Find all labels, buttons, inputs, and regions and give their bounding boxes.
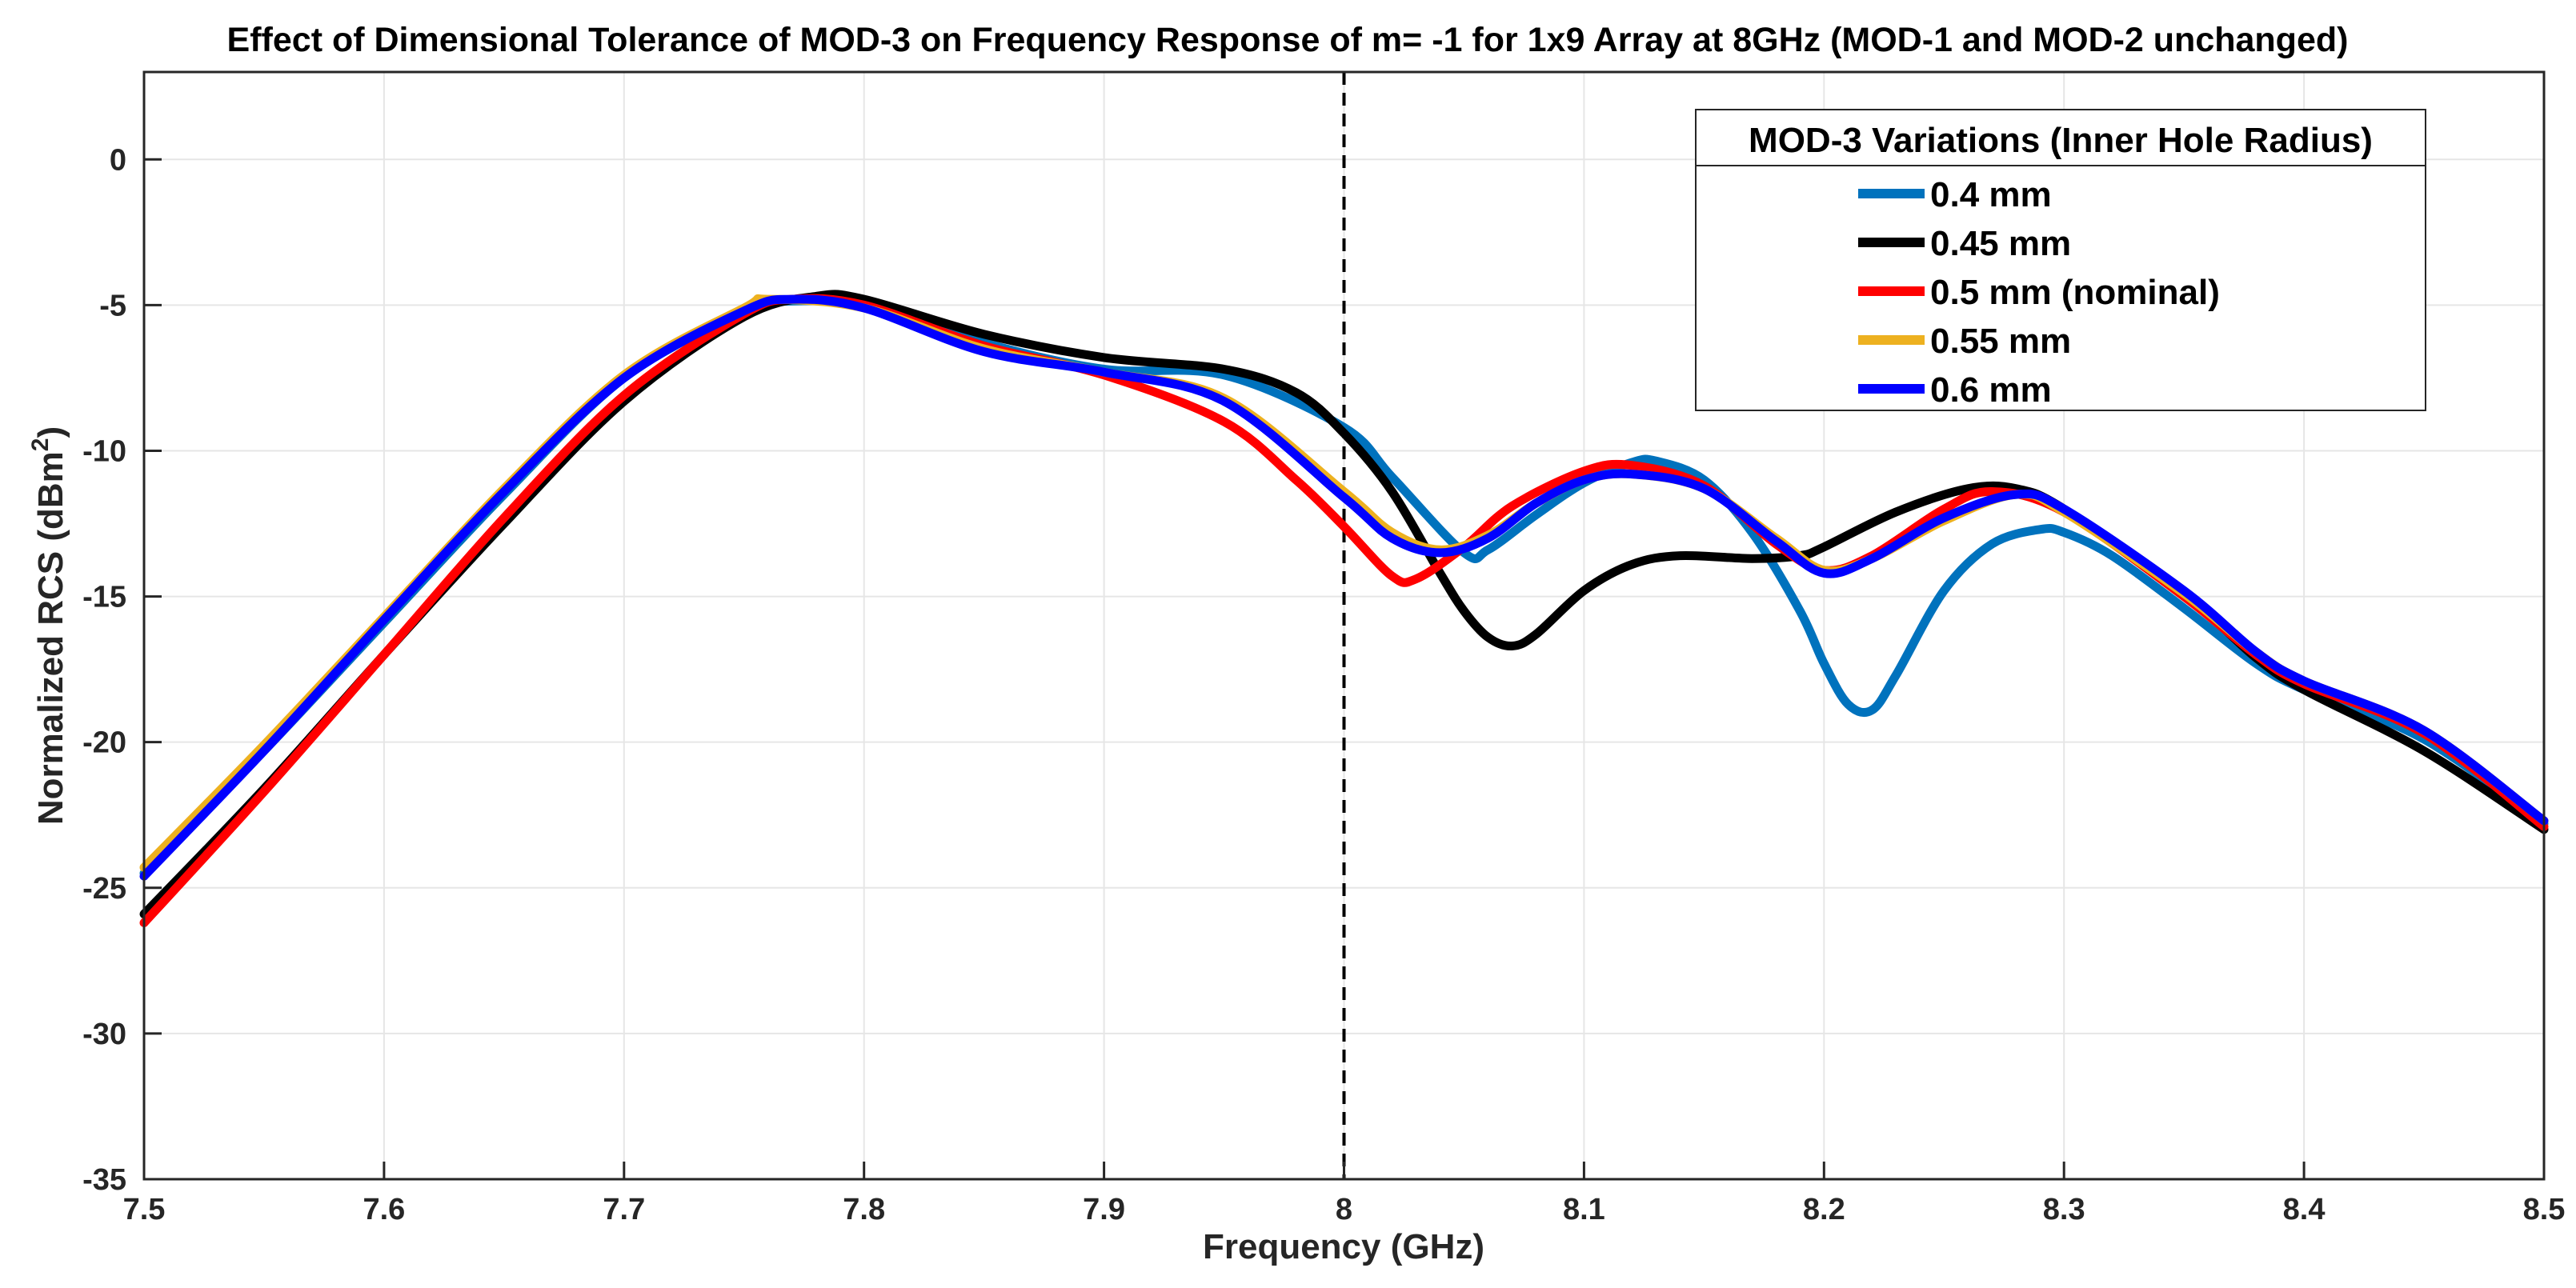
y-tick-label: -10	[82, 434, 126, 468]
x-tick-label: 7.7	[603, 1193, 645, 1226]
y-tick-label: -15	[82, 581, 126, 614]
legend: MOD-3 Variations (Inner Hole Radius) 0.4…	[1695, 109, 2426, 411]
x-tick-label: 8.2	[1803, 1193, 1845, 1226]
legend-label-2: 0.5 mm (nominal)	[1930, 273, 2220, 312]
y-tick-label: -25	[82, 872, 126, 906]
y-axis-label-main: Normalized RCS (dBm	[31, 451, 70, 825]
y-axis-label: Normalized RCS (dBm2)	[27, 426, 70, 825]
chart-title: Effect of Dimensional Tolerance of MOD-3…	[227, 21, 2349, 59]
x-tick-label: 7.8	[843, 1193, 885, 1226]
x-axis-label: Frequency (GHz)	[1203, 1227, 1484, 1266]
x-tick-label: 7.9	[1083, 1193, 1125, 1226]
legend-title: MOD-3 Variations (Inner Hole Radius)	[1749, 121, 2373, 160]
legend-label-4: 0.6 mm	[1930, 370, 2052, 410]
legend-label-0: 0.4 mm	[1930, 175, 2052, 214]
y-tick-label: 0	[110, 143, 126, 177]
x-tick-label: 8.3	[2043, 1193, 2085, 1226]
legend-label-1: 0.45 mm	[1930, 224, 2071, 263]
x-tick-label: 8	[1336, 1193, 1352, 1226]
x-tick-label: 7.5	[123, 1193, 166, 1226]
legend-items: 0.4 mm 0.45 mm 0.5 mm (nominal) 0.55 mm 0.6 …	[1858, 175, 2220, 410]
legend-label-3: 0.55 mm	[1930, 322, 2071, 361]
x-tick-label: 7.6	[363, 1193, 405, 1226]
y-tick-label: -35	[82, 1163, 126, 1197]
y-tick-label: -30	[82, 1018, 126, 1051]
series-line-4	[139, 294, 2549, 881]
series-layer	[139, 290, 2549, 927]
y-tick-label: -20	[82, 726, 126, 760]
x-tick-label: 8.5	[2523, 1193, 2566, 1226]
legend-box	[1695, 109, 2426, 411]
y-axis-label-close: )	[31, 426, 70, 438]
y-tick-label: -5	[99, 289, 126, 322]
y-axis-label-superscript: 2	[27, 438, 54, 452]
x-tick-label: 8.1	[1563, 1193, 1605, 1226]
x-tick-label: 8.4	[2283, 1193, 2326, 1226]
x-axis-ticks: 7.5 7.6 7.7 7.8 7.9 8 8.1 8.2 8.3 8.4 8.5	[123, 1162, 2566, 1226]
y-axis-ticks: 0 -5 -10 -15 -20 -25 -30 -35	[82, 143, 162, 1197]
